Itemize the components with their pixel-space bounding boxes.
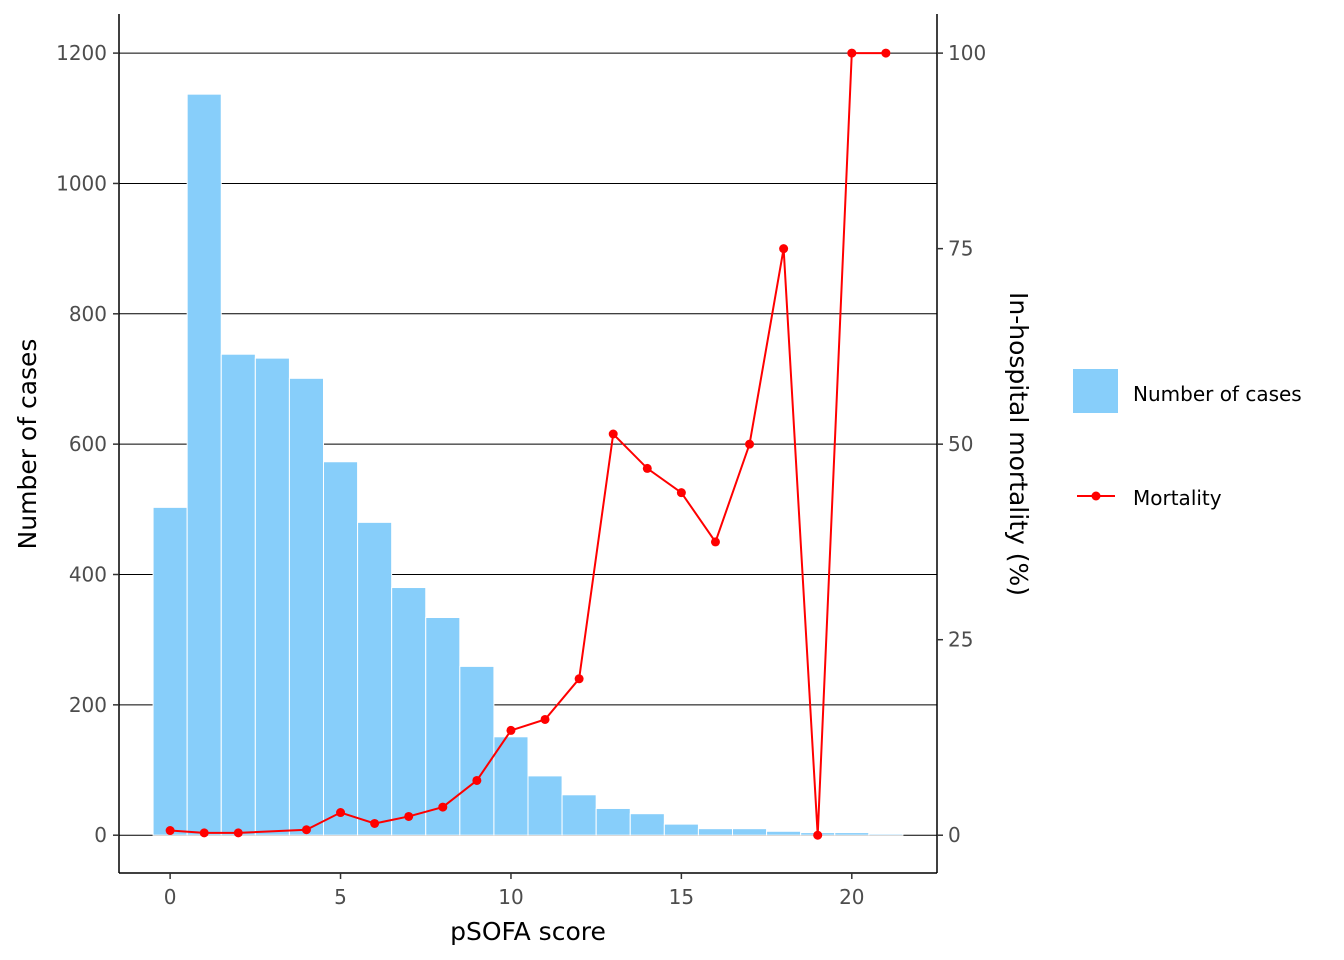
bar-13: [595, 807, 631, 836]
y-axis-left-title: Number of cases: [13, 339, 42, 550]
mortality-point-7: [404, 811, 414, 821]
mortality-point-19: [813, 830, 823, 840]
bar-10: [493, 736, 529, 836]
y-left-tick-label-1200: 1200: [56, 41, 107, 65]
y-right-tick-label-100: 100: [948, 41, 986, 65]
y-axis-right-title: In-hospital mortality (%): [1004, 292, 1033, 596]
bar-2: [220, 353, 256, 836]
legend-label-mortality: Mortality: [1133, 486, 1222, 510]
y-left-tick-label-400: 400: [69, 563, 107, 587]
bar-14: [629, 813, 665, 836]
mortality-point-5: [336, 808, 346, 818]
mortality-point-18: [779, 244, 789, 254]
x-tick-label-0: 0: [164, 885, 177, 909]
bar-12: [561, 794, 597, 836]
mortality-point-4: [301, 825, 311, 835]
mortality-point-13: [608, 429, 618, 439]
bar-15: [663, 823, 699, 836]
x-tick-label-5: 5: [334, 885, 347, 909]
mortality-point-17: [745, 439, 755, 449]
mortality-point-20: [847, 48, 857, 58]
bar-11: [527, 775, 563, 836]
legend-key-mortality-point: [1091, 491, 1101, 501]
mortality-point-10: [506, 725, 516, 735]
y-right-tick-label-0: 0: [948, 823, 961, 847]
mortality-point-16: [710, 537, 720, 547]
mortality-point-6: [370, 818, 380, 828]
mortality-point-12: [574, 674, 584, 684]
y-left-tick-label-800: 800: [69, 302, 107, 326]
x-tick-label-15: 15: [669, 885, 694, 909]
bar-8: [425, 617, 461, 836]
mortality-point-15: [676, 488, 686, 498]
y-right-tick-label-25: 25: [948, 628, 973, 652]
mortality-point-8: [438, 802, 448, 812]
bar-7: [391, 587, 427, 836]
bar-6: [357, 521, 393, 836]
bar-21: [868, 833, 904, 836]
bar-17: [732, 828, 768, 836]
y-left-tick-label-0: 0: [94, 823, 107, 847]
y-left-tick-label-200: 200: [69, 693, 107, 717]
mortality-point-2: [233, 828, 243, 838]
y-right-tick-label-50: 50: [948, 432, 973, 456]
legend: Number of cases Mortality: [1073, 369, 1302, 510]
mortality-line: [165, 48, 891, 840]
x-axis-title: pSOFA score: [450, 917, 606, 946]
bar-16: [697, 828, 734, 836]
bars: [152, 93, 904, 836]
bar-0: [152, 506, 188, 836]
bar-1: [186, 93, 222, 836]
y-left-tick-label-600: 600: [69, 432, 107, 456]
mortality-point-9: [472, 775, 482, 785]
y-right-tick-label-75: 75: [948, 237, 973, 261]
mortality-point-21: [881, 48, 891, 58]
legend-key-number-of-cases: [1073, 369, 1118, 413]
bar-3: [254, 357, 290, 836]
mortality-point-0: [165, 826, 175, 836]
y-left-tick-label-1000: 1000: [56, 171, 107, 195]
bar-20: [834, 832, 870, 836]
x-tick-label-20: 20: [839, 885, 864, 909]
mortality-point-11: [540, 714, 550, 724]
bar-5: [323, 461, 359, 836]
bar-4: [288, 377, 324, 836]
x-tick-label-10: 10: [498, 885, 523, 909]
legend-label-number-of-cases: Number of cases: [1133, 382, 1302, 406]
bar-18: [766, 830, 802, 836]
bar-9: [459, 665, 495, 836]
mortality-point-1: [199, 828, 209, 838]
mortality-point-14: [642, 463, 652, 473]
